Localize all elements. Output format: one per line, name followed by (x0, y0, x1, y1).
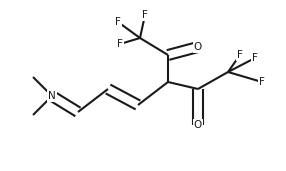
Text: F: F (142, 10, 148, 20)
Text: F: F (117, 39, 123, 49)
Text: F: F (252, 53, 258, 63)
Text: F: F (259, 77, 265, 87)
Text: F: F (115, 17, 121, 27)
Text: O: O (194, 120, 202, 130)
Text: N: N (48, 91, 56, 101)
Text: F: F (237, 50, 243, 60)
Text: O: O (194, 42, 202, 52)
